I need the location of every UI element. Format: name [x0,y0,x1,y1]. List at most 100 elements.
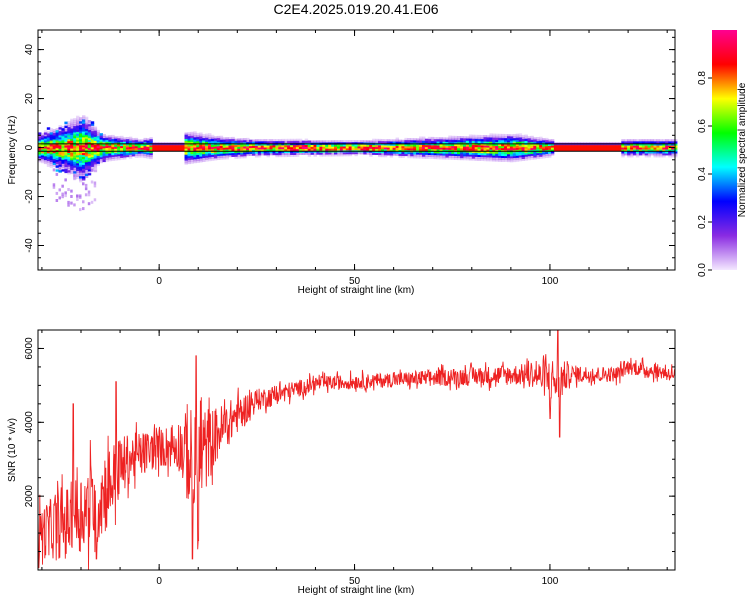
heatmap-cell [228,139,232,142]
heatmap-cell [386,147,391,150]
heatmap-cell [337,142,341,145]
heatmap-cell [114,138,118,141]
heatmap-cell [448,137,452,141]
heatmap-cell [471,134,476,138]
heatmap-cell [146,138,150,141]
heatmap-cell [199,132,203,135]
heatmap-cell [298,138,303,142]
heatmap-cell [339,146,344,149]
heatmap-cell [404,151,408,155]
heatmap-cell [659,145,663,148]
heatmap-cell [512,157,517,161]
heatmap-cell [524,154,528,157]
heatmap-cell [480,154,484,158]
heatmap-cell [64,145,68,148]
heatmap-cell [545,139,549,143]
heatmap-cell [492,159,496,162]
heatmap-cell [386,139,391,142]
heatmap-cell [612,148,616,151]
heatmap-cell [275,154,279,158]
heatmap-cell [630,154,634,158]
heatmap-cell [325,140,329,143]
heatmap-cell [372,138,376,142]
heatmap-cell [536,137,540,140]
heatmap-cell [84,140,89,143]
heatmap-cell [386,151,391,154]
heatmap-cell [73,128,77,131]
heatmap-cell [477,134,481,138]
heatmap-cell [137,145,142,148]
heatmap-cell [90,125,95,128]
heatmap-cell [222,143,227,146]
heatmap-cell [298,152,303,155]
x-tick-label: 50 [349,576,361,587]
heatmap-cell [451,139,455,143]
heatmap-cell [79,130,83,134]
heatmap-cell [442,147,446,150]
heatmap-cell [489,139,493,142]
heatmap-cell [489,135,493,138]
heatmap-cell [164,146,168,150]
heatmap-cell [76,152,80,156]
heatmap-cell [398,149,402,152]
heatmap-cell [143,155,147,159]
heatmap-cell [515,143,520,146]
heatmap-cell [360,146,364,149]
heatmap-cell [87,133,92,137]
heatmap-cell [161,148,165,151]
heatmap-cell [243,155,247,159]
heatmap-cell [624,152,628,156]
heatmap-cell [93,128,98,132]
heatmap-cell [82,121,86,124]
heatmap-cell [58,162,62,165]
heatmap-cell [468,136,473,139]
heatmap-cell [436,152,440,156]
heatmap-cell [477,144,481,148]
heatmap-cell [237,144,241,147]
heatmap-cell [410,140,414,143]
heatmap-cell [79,160,83,163]
heatmap-cell [208,145,212,148]
heatmap-cell [84,124,89,127]
snr-y-axis-label: SNR (10 * v/v) [7,418,18,482]
heatmap-cell [38,132,42,135]
heatmap-cell [38,159,42,163]
heatmap-cell [665,147,669,150]
heatmap-cell [515,149,520,152]
heatmap-cell [419,136,423,139]
heatmap-cell [427,136,432,140]
heatmap-cell [351,147,355,151]
heatmap-cell [363,144,367,147]
heatmap-cell [457,138,461,141]
heatmap-cell [96,135,100,139]
heatmap-cell [536,148,540,152]
heatmap-cell [363,152,367,155]
heatmap-cell [492,153,496,156]
heatmap-cell [416,138,420,141]
heatmap-cell [269,152,273,156]
heatmap-cell [536,152,540,156]
heatmap-cell [633,139,637,142]
heatmap-cell [351,143,355,147]
heatmap-cell [46,146,51,150]
heatmap-cell [43,161,48,165]
heatmap-cell [316,140,320,143]
heatmap-cell [90,139,95,142]
heatmap-cell [190,155,194,158]
heatmap-cell [67,128,71,132]
heatmap-cell [240,144,244,147]
heatmap-cell [310,140,314,143]
heatmap-cell [199,156,203,159]
heatmap-cell [96,161,100,164]
heatmap-cell [287,150,291,154]
heatmap-cell [64,166,68,170]
heatmap-cell [621,154,625,158]
heatmap-cell [398,139,402,143]
heatmap-cell [213,144,218,147]
heatmap-cell [252,145,256,148]
heatmap-cell [430,152,435,156]
heatmap-cell [102,151,106,155]
heatmap-cell [193,156,197,160]
heatmap-cell [665,152,669,156]
heatmap-cell [213,155,218,159]
